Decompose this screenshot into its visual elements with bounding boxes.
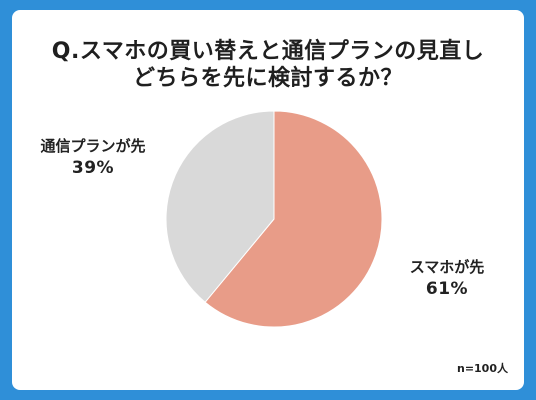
slice-label-plan-first-name: 通信プランが先 (40, 137, 146, 155)
slice-label-plan-first: 通信プランが先 39% (38, 135, 148, 179)
chart-title: Q.スマホの買い替えと通信プランの見直し どちらを先に検討するか？ (12, 38, 524, 92)
sample-size-note: n=100人 (456, 362, 508, 375)
slice-label-smartphone-first-name: スマホが先 (409, 258, 485, 276)
pie-chart (165, 110, 383, 328)
pie-slice-plan-first (165, 110, 275, 303)
slice-label-smartphone-first: スマホが先 61% (397, 256, 497, 300)
slice-label-smartphone-first-percent: 61% (425, 279, 469, 299)
pie-slice-smartphone-first (204, 110, 383, 328)
chart-title-line-2: どちらを先に検討するか？ (132, 66, 403, 91)
slice-label-plan-first-percent: 39% (71, 158, 115, 178)
chart-card: Q.スマホの買い替えと通信プランの見直し どちらを先に検討するか？ 通信プランが… (12, 10, 524, 390)
chart-title-line-1: Q.スマホの買い替えと通信プランの見直し (51, 39, 485, 64)
